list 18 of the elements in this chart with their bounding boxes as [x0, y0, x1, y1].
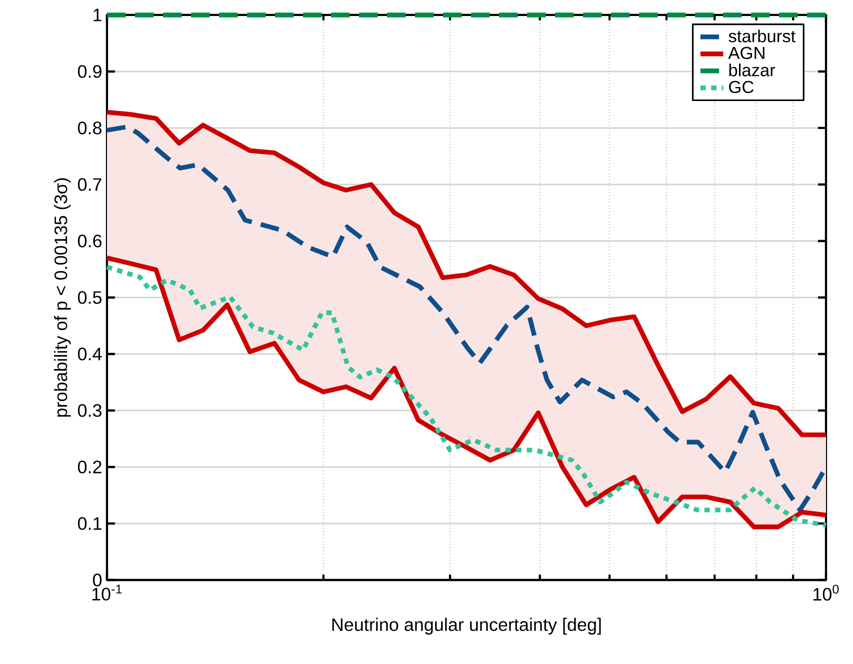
y-tick-label: 1 — [94, 8, 102, 22]
y-tick-label: 0.7 — [78, 178, 102, 191]
y-tick-label: 0.9 — [78, 65, 102, 78]
legend-label: blazar — [729, 64, 776, 76]
legend-label: starburst — [728, 30, 796, 42]
y-tick-label: 0.4 — [78, 348, 102, 360]
legend-label: GC — [729, 80, 754, 94]
y-tick-label: 0.2 — [78, 460, 102, 474]
y-tick-label: 0 — [92, 574, 102, 586]
legend-label: AGN — [728, 46, 764, 60]
y-tick-label: 0.5 — [78, 291, 102, 304]
x-tick-label: 10$^{0}$ — [814, 584, 839, 601]
x-axis-title: Neutrino angular uncertainty [deg] — [332, 618, 601, 635]
y-tick-label: 0.1 — [78, 517, 102, 530]
y-tick-label: 0.3 — [78, 404, 102, 417]
y-axis-title: probability of p < 0.00135 (3σ) — [54, 178, 71, 417]
y-tick-label: 0.8 — [78, 122, 102, 134]
y-tick-label: 0.6 — [78, 234, 102, 248]
